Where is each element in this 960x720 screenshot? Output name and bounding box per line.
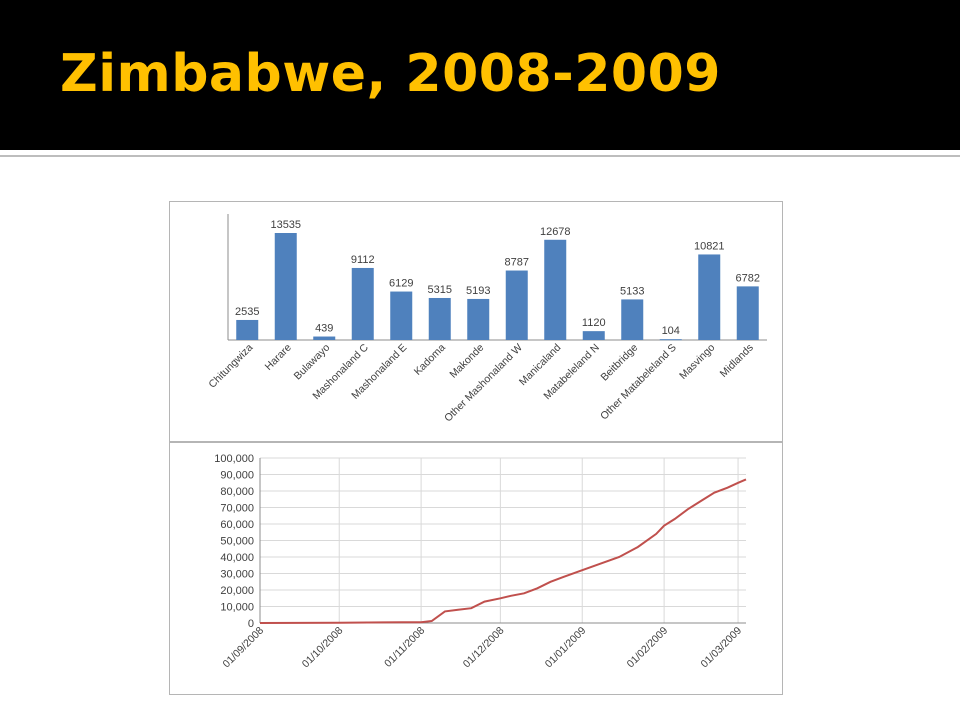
bar — [659, 339, 682, 341]
x-tick-label: 01/10/2008 — [300, 625, 346, 671]
x-tick-label: Other Matabeleland S — [598, 342, 679, 423]
title-bar: Zimbabwe, 2008-2009 — [0, 0, 960, 150]
bar — [505, 270, 528, 340]
slide-title: Zimbabwe, 2008-2009 — [60, 44, 721, 104]
bar — [582, 331, 605, 340]
bar — [698, 254, 721, 340]
y-tick-label: 40,000 — [220, 552, 254, 564]
bar — [621, 299, 644, 340]
y-tick-label: 10,000 — [220, 602, 254, 614]
x-tick-label: Masvingo — [677, 342, 717, 382]
x-tick-label: 01/12/2008 — [461, 625, 507, 671]
x-tick-label: 01/03/2009 — [699, 625, 745, 671]
bar-data-label: 13535 — [270, 219, 301, 231]
bar-data-label: 5315 — [428, 284, 452, 296]
x-tick-label: Other Mashonaland W — [442, 342, 525, 425]
bar-data-label: 1120 — [582, 317, 606, 329]
x-tick-label: Bulawayo — [292, 342, 333, 383]
bar — [467, 298, 490, 340]
x-tick-label: Kadoma — [412, 342, 448, 378]
bar-data-label: 6782 — [736, 272, 760, 284]
x-tick-label: 01/09/2008 — [220, 625, 266, 671]
y-tick-label: 80,000 — [220, 486, 254, 498]
y-tick-label: 90,000 — [220, 470, 254, 482]
x-tick-label: 01/01/2009 — [543, 625, 589, 671]
y-tick-label: 100,000 — [214, 453, 254, 465]
bar-data-label: 12678 — [540, 226, 571, 238]
bar — [428, 297, 451, 340]
title-rule-shadow — [0, 155, 960, 157]
bar-data-label: 2535 — [235, 306, 259, 318]
bar-data-label: 439 — [315, 323, 333, 335]
title-rule — [0, 150, 960, 155]
bar — [313, 336, 336, 340]
bar-data-label: 8787 — [505, 257, 529, 269]
chart-divider — [169, 441, 783, 443]
bar — [274, 233, 297, 340]
line-chart: 0 10,000 20,000 30,000 40,000 50,000 60,000 70,… — [214, 453, 747, 671]
bar-data-label: 9112 — [351, 254, 375, 266]
x-tick-label: Midlands — [718, 342, 756, 380]
x-tick-label: Harare — [263, 342, 294, 373]
series-line — [259, 478, 747, 624]
y-tick-label: 50,000 — [220, 536, 254, 548]
bar — [351, 267, 374, 340]
y-tick-label: 20,000 — [220, 585, 254, 597]
x-tick-label: 01/11/2008 — [382, 625, 427, 670]
x-tick-label: Chitungwiza — [206, 342, 255, 391]
y-tick-label: 60,000 — [220, 519, 254, 531]
y-tick-label: 0 — [248, 618, 254, 630]
bar — [544, 239, 567, 340]
bar-data-label: 5133 — [620, 285, 644, 297]
bar — [390, 291, 413, 340]
y-tick-label: 70,000 — [220, 503, 254, 515]
bar-data-label: 10821 — [694, 240, 725, 252]
chart-frame — [169, 201, 783, 695]
x-tick-label: Makonde — [447, 342, 486, 381]
y-tick-label: 30,000 — [220, 569, 254, 581]
bar — [236, 319, 259, 340]
bar — [736, 286, 759, 340]
bar-data-label: 5193 — [466, 285, 490, 297]
bar-data-label: 6129 — [389, 278, 413, 290]
bar-chart: 2535 Chitungwiza 13535 Harare 439 Bulawayo 911… — [206, 214, 767, 425]
bar-data-label: 104 — [662, 325, 680, 337]
x-tick-label: 01/02/2009 — [625, 625, 671, 671]
